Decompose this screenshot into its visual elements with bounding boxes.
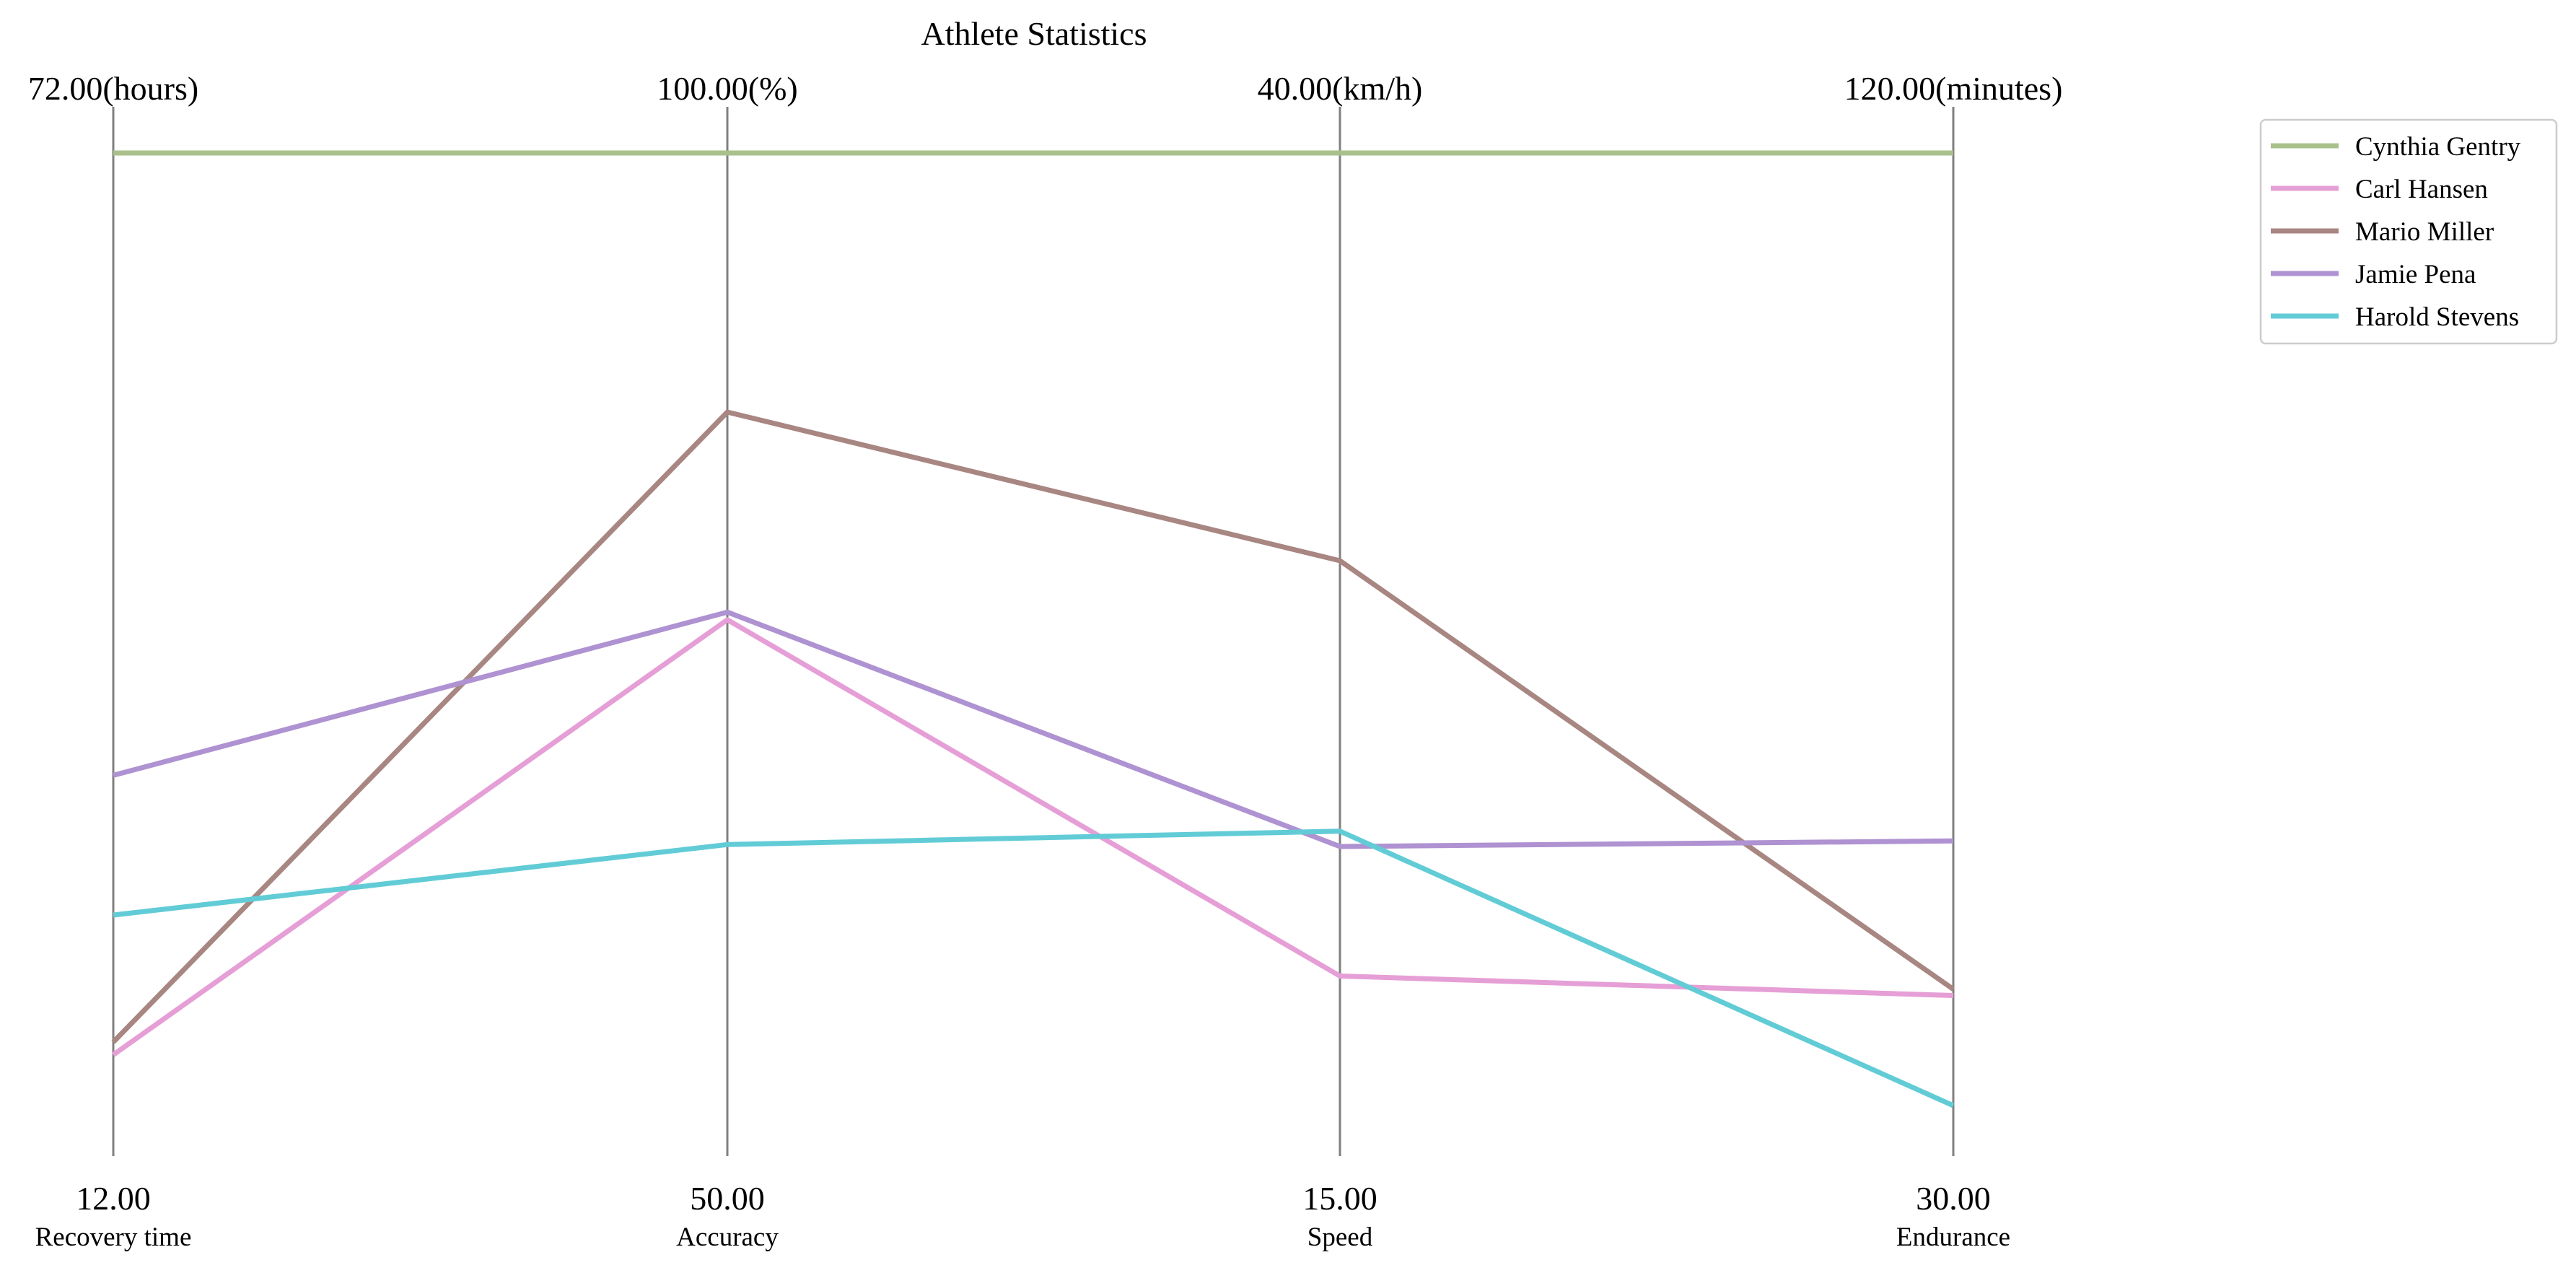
axis-max-label-speed: 40.00(km/h) <box>1258 70 1423 107</box>
axis-max-label-recovery-time: 72.00(hours) <box>28 70 198 107</box>
axis-name-recovery-time: Recovery time <box>35 1222 192 1252</box>
series-line-jamie-pena <box>113 609 1954 849</box>
axis-name-endurance: Endurance <box>1896 1222 2010 1252</box>
chart-title: Athlete Statistics <box>921 15 1147 52</box>
series-line-harold-stevens <box>113 828 1955 1108</box>
series-layer <box>111 150 1955 1108</box>
legend-label-harold-stevens: Harold Stevens <box>2355 302 2519 332</box>
legend-label-jamie-pena: Jamie Pena <box>2355 260 2476 289</box>
legend-frame <box>2259 118 2558 345</box>
axis-min-label-recovery-time: 12.00 <box>76 1180 151 1217</box>
legend-label-cynthia-gentry: Cynthia Gentry <box>2355 132 2521 162</box>
axis-min-label-endurance: 30.00 <box>1916 1180 1991 1217</box>
series-line-carl-hansen <box>111 617 1954 1057</box>
axis-min-label-speed: 15.00 <box>1302 1180 1377 1217</box>
legend-label-mario-miller: Mario Miller <box>2355 217 2494 247</box>
axis-name-speed: Speed <box>1307 1222 1373 1252</box>
legend-label-carl-hansen: Carl Hansen <box>2355 175 2488 204</box>
axis-min-label-accuracy: 50.00 <box>690 1180 765 1217</box>
axis-max-label-endurance: 120.00(minutes) <box>1844 70 2063 107</box>
axis-name-accuracy: Accuracy <box>676 1222 779 1252</box>
legend: Cynthia Gentry Carl Hansen Mario Miller Jam… <box>2259 118 2558 345</box>
axes-layer: 72.00(hours) 12.00 Recovery time 100.00(%) 5… <box>28 70 2063 1252</box>
axis-max-label-accuracy: 100.00(%) <box>657 70 797 107</box>
series-line-mario-miller <box>111 409 1955 1044</box>
